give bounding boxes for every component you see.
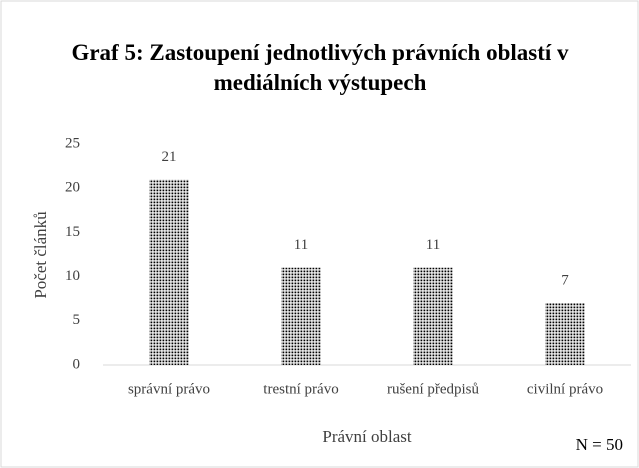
annotation: N = 50 (576, 435, 623, 454)
data-label: 21 (162, 149, 177, 165)
y-tick-label: 0 (73, 356, 81, 372)
bar (545, 303, 585, 365)
y-tick-label: 5 (73, 312, 81, 328)
x-tick-label: rušení předpisů (387, 381, 480, 397)
y-tick-label: 15 (65, 224, 80, 240)
y-tick-label: 10 (65, 268, 80, 284)
bar (281, 267, 321, 365)
data-label: 11 (294, 237, 308, 253)
x-axis-title: Právní oblast (322, 427, 412, 446)
data-label: 11 (426, 237, 440, 253)
y-axis-title: Počet článků (31, 211, 50, 299)
x-tick-label: trestní právo (263, 381, 338, 397)
x-tick-label: civilní právo (527, 381, 603, 397)
y-tick-label: 20 (65, 180, 80, 196)
data-label: 7 (561, 273, 569, 289)
bar (149, 179, 189, 365)
chart-title: Graf 5: Zastoupení jednotlivých právních… (71, 40, 569, 95)
x-tick-label: správní právo (128, 381, 210, 397)
bar (413, 267, 453, 365)
y-tick-label: 25 (65, 135, 80, 151)
